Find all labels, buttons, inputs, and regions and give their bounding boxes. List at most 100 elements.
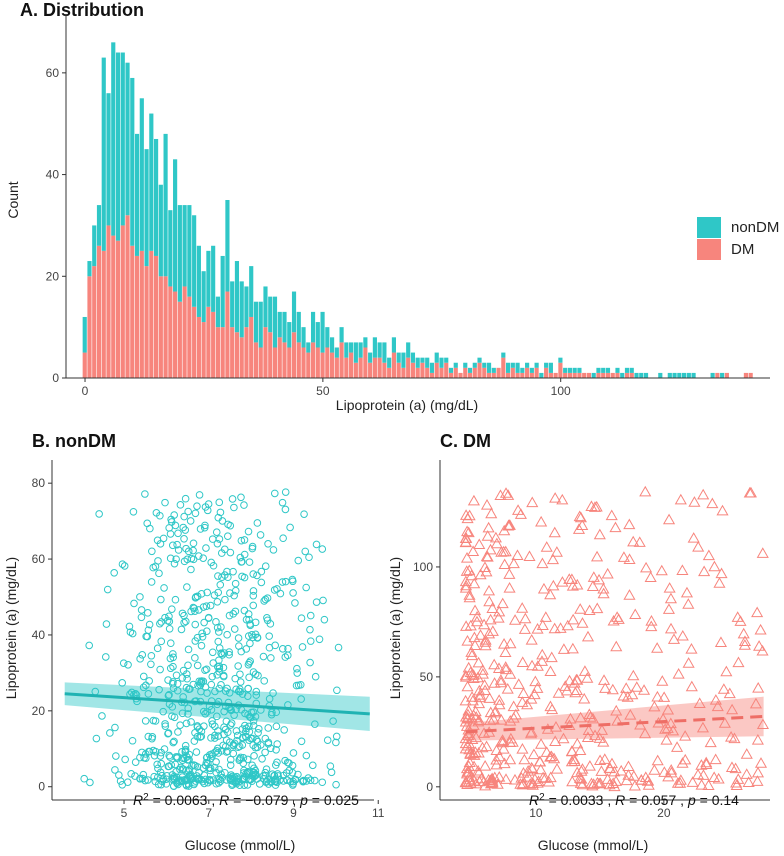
point xyxy=(511,549,524,560)
point xyxy=(182,719,191,728)
bar-nondm xyxy=(420,357,425,363)
point xyxy=(253,571,261,580)
y-tick-label: 0 xyxy=(426,780,433,794)
point xyxy=(535,738,548,749)
point xyxy=(215,664,224,673)
bar-dm xyxy=(301,347,306,378)
point xyxy=(708,771,721,783)
point xyxy=(628,779,641,791)
point xyxy=(466,668,479,679)
point xyxy=(203,627,211,636)
point xyxy=(226,721,235,729)
point xyxy=(554,622,567,633)
point xyxy=(302,777,311,785)
point xyxy=(189,546,197,555)
point xyxy=(607,614,620,626)
bar-dm xyxy=(372,357,377,378)
bar-dm xyxy=(220,327,225,378)
bar-dm xyxy=(277,337,282,378)
bar-nondm xyxy=(134,133,140,256)
x-tick-label: 20 xyxy=(657,806,671,820)
point xyxy=(329,717,337,725)
point xyxy=(461,680,474,692)
point xyxy=(143,519,152,528)
bar-dm xyxy=(510,367,515,378)
point xyxy=(232,685,240,694)
point xyxy=(467,719,480,730)
bar-nondm xyxy=(439,357,444,368)
confidence-band xyxy=(465,696,764,741)
point xyxy=(249,570,258,578)
bar-nondm xyxy=(572,367,577,373)
point xyxy=(235,777,243,786)
point xyxy=(477,727,491,738)
bar-nondm xyxy=(544,362,549,368)
point xyxy=(499,663,512,675)
point xyxy=(214,774,222,783)
point xyxy=(234,662,242,670)
bar-dm xyxy=(349,352,354,378)
point xyxy=(526,779,539,790)
point xyxy=(197,677,206,685)
point xyxy=(311,720,319,728)
point xyxy=(128,629,137,638)
point xyxy=(751,775,764,786)
point xyxy=(145,677,153,685)
point xyxy=(569,686,582,698)
point xyxy=(151,747,160,756)
point xyxy=(574,511,587,523)
point xyxy=(486,775,499,787)
bar-dm xyxy=(401,367,406,378)
point xyxy=(185,685,193,694)
point xyxy=(190,780,198,789)
bar-dm xyxy=(149,250,154,378)
point xyxy=(225,650,233,659)
y-tick-label: 60 xyxy=(46,66,60,80)
point xyxy=(466,694,479,706)
point xyxy=(286,523,294,532)
point xyxy=(627,535,640,547)
point xyxy=(119,659,128,667)
bar-nondm xyxy=(187,205,192,297)
point xyxy=(216,581,225,589)
point xyxy=(590,550,604,562)
point xyxy=(252,687,261,696)
point xyxy=(281,488,290,496)
point xyxy=(181,494,190,503)
point xyxy=(202,665,211,674)
point xyxy=(462,729,475,741)
point xyxy=(172,671,181,680)
point xyxy=(202,544,210,552)
point xyxy=(484,543,497,555)
point xyxy=(467,494,480,506)
point xyxy=(203,588,212,597)
bar-dm xyxy=(377,357,382,378)
bar-dm xyxy=(215,327,220,378)
legend-swatch-nondm xyxy=(697,217,721,238)
point xyxy=(574,711,587,723)
bar-dm xyxy=(410,362,416,378)
bar-dm xyxy=(463,367,468,378)
point xyxy=(237,536,246,545)
point xyxy=(583,760,596,771)
bar-nondm xyxy=(115,52,121,241)
bar-dm xyxy=(358,357,363,378)
point xyxy=(587,571,600,582)
point xyxy=(170,559,179,568)
bar-dm xyxy=(529,372,534,378)
point xyxy=(459,575,472,587)
point xyxy=(514,508,527,519)
bar-dm xyxy=(268,332,273,378)
bar-dm xyxy=(472,367,477,378)
point xyxy=(178,756,187,765)
point xyxy=(695,778,708,790)
point xyxy=(495,714,508,725)
point xyxy=(253,743,262,752)
point xyxy=(740,748,753,759)
point xyxy=(479,759,492,771)
point xyxy=(565,745,579,757)
bar-dm xyxy=(577,372,582,378)
point xyxy=(176,501,185,509)
point xyxy=(474,568,487,580)
stat-p-label-b: p xyxy=(299,792,308,808)
